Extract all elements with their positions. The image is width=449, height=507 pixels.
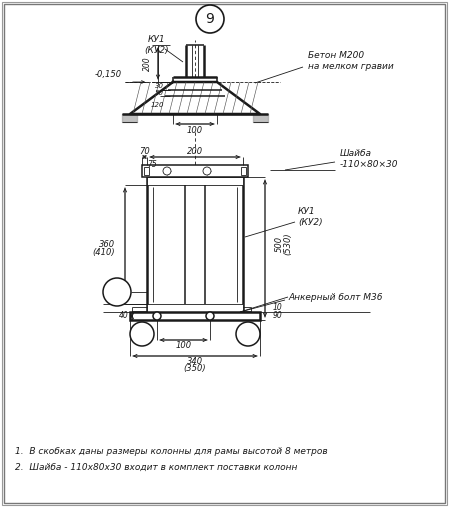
Text: 2.  Шайба - 110х80х30 входит в комплект поставки колонн: 2. Шайба - 110х80х30 входит в комплект п… <box>15 462 297 472</box>
Polygon shape <box>253 114 268 122</box>
Text: (530): (530) <box>283 232 292 255</box>
Text: 100: 100 <box>187 126 203 134</box>
Circle shape <box>206 312 214 320</box>
Text: 50: 50 <box>155 90 164 96</box>
Text: 30: 30 <box>155 83 164 89</box>
Text: 200: 200 <box>187 147 203 156</box>
Text: 360: 360 <box>99 240 115 249</box>
Text: 340: 340 <box>187 356 203 366</box>
Text: 75: 75 <box>147 160 157 168</box>
Text: 70: 70 <box>139 147 150 156</box>
Text: 9: 9 <box>206 12 215 26</box>
Bar <box>142 165 248 177</box>
Text: (410): (410) <box>92 248 115 257</box>
Polygon shape <box>122 114 137 122</box>
Text: 100: 100 <box>176 342 192 350</box>
Text: 200: 200 <box>143 56 152 71</box>
Text: 90: 90 <box>273 311 283 320</box>
Circle shape <box>203 167 211 175</box>
Text: 500: 500 <box>275 235 284 251</box>
Circle shape <box>103 278 131 306</box>
Bar <box>147 177 243 185</box>
Text: Анкерный болт М36: Анкерный болт М36 <box>288 293 383 302</box>
Text: 1.  В скобках даны размеры колонны для рамы высотой 8 метров: 1. В скобках даны размеры колонны для ра… <box>15 448 328 456</box>
Circle shape <box>130 322 154 346</box>
Circle shape <box>196 5 224 33</box>
Text: 120: 120 <box>150 102 164 108</box>
Text: (350): (350) <box>184 365 206 374</box>
Text: Шайба
-110×80×30: Шайба -110×80×30 <box>340 149 399 169</box>
Text: 10: 10 <box>273 304 283 312</box>
Bar <box>147 177 243 312</box>
Bar <box>241 167 246 175</box>
Bar <box>147 304 243 312</box>
Text: -0,150: -0,150 <box>95 70 122 79</box>
Bar <box>144 167 149 175</box>
Circle shape <box>163 167 171 175</box>
Text: 40: 40 <box>119 311 129 320</box>
Circle shape <box>236 322 260 346</box>
Text: КУ1
(КУ2): КУ1 (КУ2) <box>145 35 169 55</box>
Text: КУ1
(КУ2): КУ1 (КУ2) <box>298 207 323 227</box>
Bar <box>130 312 260 320</box>
Circle shape <box>153 312 161 320</box>
Text: Бетон М200
на мелком гравии: Бетон М200 на мелком гравии <box>308 51 394 70</box>
